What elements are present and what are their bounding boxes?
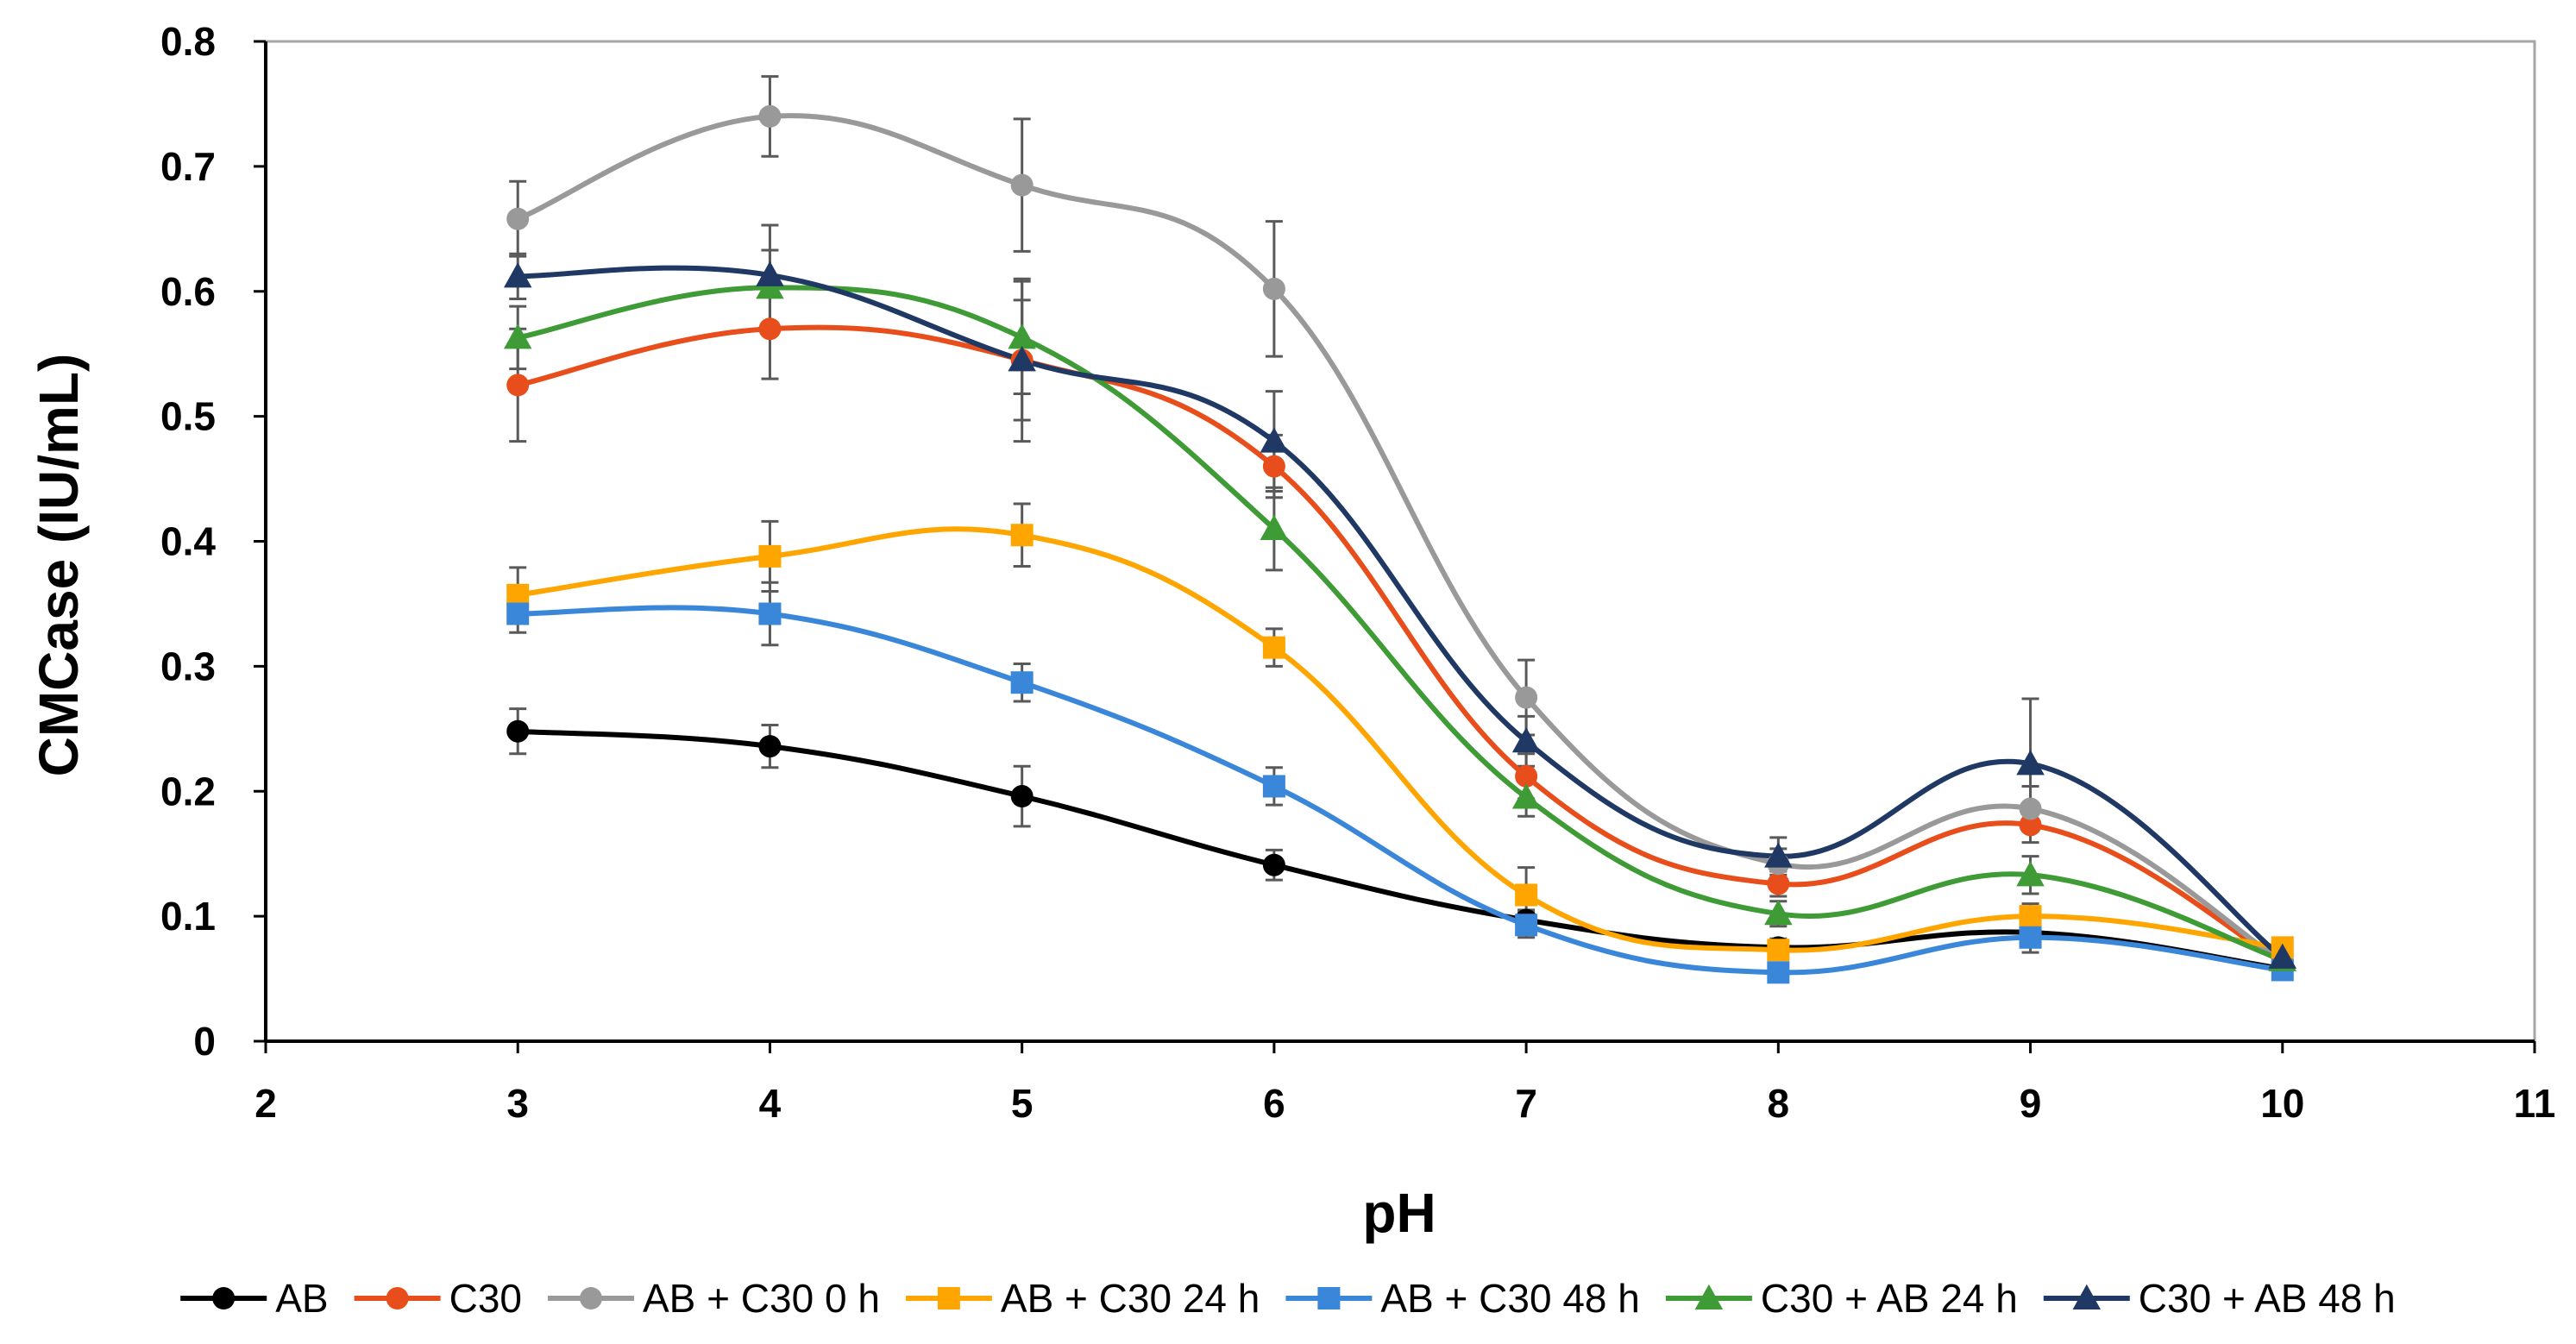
series-line-c30 bbox=[517, 324, 2284, 965]
legend-marker bbox=[1694, 1284, 1724, 1309]
legend-marker bbox=[212, 1287, 236, 1309]
data-point-ab-c30-48-h bbox=[1515, 914, 1538, 937]
x-tick-label: 4 bbox=[759, 1081, 782, 1126]
data-point-c30-ab-48-h bbox=[1260, 427, 1289, 453]
legend-item-ab-c30-24-h: AB + C30 24 h bbox=[905, 1276, 1260, 1321]
x-tick-label: 7 bbox=[1515, 1081, 1537, 1126]
y-tick-label: 0.2 bbox=[160, 769, 216, 813]
legend-marker bbox=[2072, 1284, 2102, 1309]
x-tick-label: 2 bbox=[254, 1081, 277, 1126]
data-point-c30-ab-48-h bbox=[1764, 842, 1793, 868]
series-line-ab bbox=[518, 728, 2284, 971]
y-tick-label: 0.8 bbox=[160, 19, 216, 64]
data-point-c30 bbox=[1515, 764, 1538, 788]
data-point-ab bbox=[758, 735, 782, 758]
legend-label: AB + C30 48 h bbox=[1380, 1276, 1639, 1321]
legend-label: AB bbox=[275, 1276, 328, 1321]
data-point-ab-c30-48-h bbox=[1262, 775, 1285, 798]
series-line-c30-ab-48-h bbox=[518, 265, 2284, 960]
y-tick-label: 0.7 bbox=[160, 144, 216, 189]
data-point-ab-c30-48-h bbox=[758, 602, 782, 625]
data-point-c30-ab-24-h bbox=[503, 323, 532, 349]
data-point-c30 bbox=[506, 374, 530, 397]
x-axis-title: pH bbox=[1362, 1182, 1436, 1244]
series-line-ab-c30-0-h bbox=[517, 113, 2284, 964]
y-tick-label: 0.5 bbox=[160, 394, 216, 439]
x-tick-label: 9 bbox=[2020, 1081, 2042, 1126]
data-point-ab-c30-0-h bbox=[2019, 797, 2042, 820]
legend-marker bbox=[937, 1287, 960, 1309]
legend-label: AB + C30 0 h bbox=[643, 1276, 880, 1321]
data-point-c30 bbox=[758, 317, 782, 341]
y-tick-label: 0.6 bbox=[160, 269, 216, 314]
data-point-c30 bbox=[1767, 872, 1790, 895]
data-point-ab-c30-48-h bbox=[506, 602, 530, 625]
y-axis-title: CMCase (IU/mL) bbox=[28, 354, 90, 777]
data-point-c30-ab-24-h bbox=[1764, 899, 1793, 926]
legend-item-c30-ab-48-h: C30 + AB 48 h bbox=[2043, 1276, 2396, 1321]
x-tick-label: 11 bbox=[2514, 1081, 2556, 1126]
data-point-ab-c30-24-h bbox=[1767, 939, 1790, 962]
data-point-ab-c30-0-h bbox=[1262, 277, 1285, 300]
data-point-c30-ab-48-h bbox=[2016, 750, 2045, 776]
data-point-ab-c30-24-h bbox=[1262, 636, 1285, 659]
x-tick-label: 6 bbox=[1263, 1081, 1285, 1126]
legend-item-ab: AB bbox=[180, 1276, 329, 1321]
data-point-c30-ab-24-h bbox=[1511, 783, 1541, 809]
data-point-c30-ab-48-h bbox=[1511, 727, 1541, 753]
legend-item-c30: C30 bbox=[354, 1276, 522, 1321]
series-line-ab-c30-48-h bbox=[518, 605, 2284, 976]
x-tick-label: 10 bbox=[2260, 1081, 2304, 1126]
data-point-c30-ab-24-h bbox=[1260, 514, 1289, 541]
data-point-c30-ab-48-h bbox=[503, 262, 532, 288]
x-tick-label: 5 bbox=[1011, 1081, 1034, 1126]
legend-marker bbox=[580, 1287, 602, 1309]
legend-marker bbox=[1317, 1287, 1341, 1309]
y-tick-label: 0.3 bbox=[160, 644, 216, 688]
data-point-ab bbox=[506, 719, 530, 743]
y-tick-label: 0.1 bbox=[160, 894, 216, 939]
legend-label: C30 + AB 24 h bbox=[1761, 1276, 2018, 1321]
x-tick-label: 8 bbox=[1768, 1081, 1790, 1126]
data-point-ab-c30-24-h bbox=[2019, 905, 2042, 928]
data-point-ab-c30-0-h bbox=[1515, 686, 1538, 709]
series-line-ab-c30-24-h bbox=[517, 526, 2284, 953]
x-tick-label: 3 bbox=[506, 1081, 529, 1126]
data-point-ab bbox=[1010, 785, 1034, 808]
data-point-ab-c30-48-h bbox=[2019, 926, 2042, 949]
legend: AB C30 AB + C30 0 h AB + C30 24 h AB + C30 4… bbox=[180, 1276, 2396, 1321]
data-point-c30 bbox=[2019, 813, 2042, 837]
y-tick-label: 0.4 bbox=[160, 519, 216, 564]
legend-item-ab-c30-0-h: AB + C30 0 h bbox=[548, 1276, 880, 1321]
data-point-ab-c30-0-h bbox=[506, 207, 530, 230]
legend-label: C30 bbox=[449, 1276, 522, 1321]
data-point-ab-c30-24-h bbox=[1515, 883, 1538, 907]
legend-marker bbox=[386, 1287, 409, 1309]
legend-label: C30 + AB 48 h bbox=[2139, 1276, 2396, 1321]
data-point-c30-ab-48-h bbox=[1008, 346, 1036, 372]
data-point-ab-c30-24-h bbox=[1010, 524, 1034, 547]
legend-item-ab-c30-48-h: AB + C30 48 h bbox=[1285, 1276, 1640, 1321]
data-point-c30-ab-24-h bbox=[1008, 323, 1036, 349]
data-point-c30-ab-48-h bbox=[2268, 943, 2297, 969]
data-point-ab-c30-24-h bbox=[758, 544, 782, 568]
data-point-ab-c30-24-h bbox=[506, 583, 530, 606]
data-point-c30 bbox=[1262, 455, 1285, 478]
data-point-ab bbox=[1262, 853, 1285, 876]
data-point-c30-ab-24-h bbox=[2016, 861, 2045, 887]
data-point-ab-c30-48-h bbox=[1010, 671, 1034, 694]
data-point-ab-c30-48-h bbox=[1767, 961, 1790, 984]
y-tick-label: 0 bbox=[193, 1019, 216, 1064]
data-point-ab-c30-0-h bbox=[758, 104, 782, 128]
data-point-c30-ab-48-h bbox=[756, 261, 784, 286]
legend-label: AB + C30 24 h bbox=[1001, 1276, 1260, 1321]
data-point-ab-c30-0-h bbox=[1010, 173, 1034, 197]
legend-item-c30-ab-24-h: C30 + AB 24 h bbox=[1665, 1276, 2018, 1321]
